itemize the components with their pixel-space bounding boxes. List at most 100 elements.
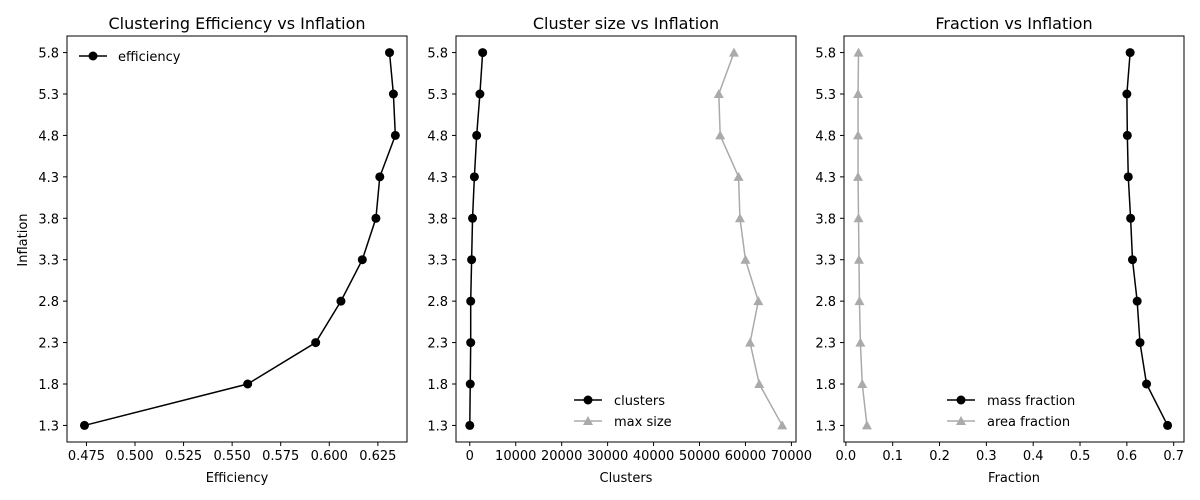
cluster-size-chart-title: Cluster size vs Inflation: [533, 14, 719, 33]
cluster-size-x-tick-label: 0: [466, 449, 474, 464]
area-fraction-series-line: [857, 52, 868, 426]
fraction-x-ticks: 0.0 0.1 0.2 0.3 0.4 0.5 0.6 0.7: [836, 442, 1184, 464]
cluster-size-y-tick-label: 3.3: [427, 254, 448, 269]
efficiency-point: [357, 255, 367, 265]
area-fraction-point: [853, 89, 864, 98]
efficiency-y-tick-label: 3.8: [38, 212, 59, 227]
fraction-y-tick-label: 4.8: [815, 129, 836, 144]
fraction-y-tick-label: 2.8: [815, 295, 836, 310]
legend-max-size-marker: [583, 416, 593, 425]
max-size-point: [715, 130, 726, 140]
clusters-point: [475, 89, 485, 99]
efficiency-y-tick-label: 5.8: [38, 47, 59, 62]
fraction-y-tick-label: 3.8: [815, 212, 836, 227]
cluster-size-x-tick-label: 70000: [771, 449, 812, 464]
clusters-point: [478, 48, 488, 58]
fraction-x-tick-label: 0.4: [1023, 449, 1044, 464]
cluster-size-panel: Cluster size vs Inflation Clusters 0 1000…: [427, 14, 812, 486]
efficiency-plot-frame: [66, 35, 408, 443]
fraction-y-tick-label: 1.8: [815, 378, 836, 393]
cluster-size-y-tick-label: 2.8: [427, 295, 448, 310]
efficiency-series-line: [84, 52, 397, 427]
efficiency-x-tick-label: 0.550: [214, 449, 251, 464]
efficiency-y-tick-label: 4.3: [38, 171, 59, 186]
area-fraction-point: [853, 130, 864, 140]
mass-fraction-series-line: [1126, 52, 1169, 426]
mass-fraction-point: [1127, 255, 1137, 265]
efficiency-x-tick-label: 0.525: [165, 449, 202, 464]
efficiency-x-tick-label: 0.575: [262, 449, 299, 464]
fraction-x-tick-label: 0.3: [976, 449, 997, 464]
max-size-series-line: [718, 52, 783, 426]
area-fraction-point: [857, 379, 868, 388]
fraction-x-tick-label: 0.1: [882, 449, 903, 464]
efficiency-y-tick-label: 1.3: [38, 419, 59, 434]
efficiency-panel: Clustering Efficiency vs Inflation Effic…: [16, 14, 408, 486]
mass-fraction-point: [1132, 296, 1142, 306]
efficiency-point: [311, 338, 321, 348]
efficiency-y-ticks: 1.3 1.8 2.3 2.8 3.3 3.8 4.3 4.8 5.3 5.8: [38, 47, 67, 434]
legend-max-size-label: max size: [614, 415, 672, 430]
cluster-size-y-tick-label: 1.3: [427, 419, 448, 434]
clusters-point: [472, 130, 482, 140]
fraction-x-tick-label: 0.6: [1117, 449, 1138, 464]
area-fraction-point: [853, 254, 864, 264]
efficiency-x-ticks: 0.475 0.500 0.525 0.550 0.575 0.600 0.625: [68, 442, 396, 464]
efficiency-x-tick-label: 0.625: [359, 449, 396, 464]
area-fraction-point: [855, 337, 866, 347]
efficiency-x-tick-label: 0.475: [68, 449, 105, 464]
efficiency-point: [79, 420, 89, 430]
efficiency-x-tick-label: 0.600: [311, 449, 348, 464]
cluster-size-y-tick-label: 4.3: [427, 171, 448, 186]
legend-mass-fraction-label: mass fraction: [987, 394, 1075, 409]
cluster-size-x-tick-label: 30000: [587, 449, 628, 464]
legend-mass-fraction-marker: [956, 395, 966, 405]
efficiency-point: [390, 130, 400, 140]
efficiency-legend: efficiency: [79, 50, 181, 65]
clusters-point: [465, 379, 475, 389]
clusters-point: [469, 172, 479, 182]
mass-fraction-point: [1135, 338, 1145, 348]
cluster-size-x-tick-label: 10000: [495, 449, 536, 464]
efficiency-y-tick-label: 4.8: [38, 129, 59, 144]
cluster-size-y-tick-label: 5.3: [427, 88, 448, 103]
area-fraction-point: [861, 420, 872, 430]
mass-fraction-point: [1163, 420, 1173, 430]
cluster-size-y-tick-label: 5.8: [427, 47, 448, 62]
efficiency-point: [375, 172, 385, 182]
mass-fraction-point: [1142, 379, 1152, 389]
cluster-size-x-tick-label: 20000: [541, 449, 582, 464]
max-size-point: [713, 89, 724, 98]
fraction-y-tick-label: 1.3: [815, 419, 836, 434]
cluster-size-y-tick-label: 4.8: [427, 129, 448, 144]
efficiency-x-axis-label: Efficiency: [206, 471, 269, 486]
cluster-size-x-tick-label: 40000: [633, 449, 674, 464]
mass-fraction-point: [1125, 48, 1135, 58]
cluster-size-y-ticks: 1.3 1.8 2.3 2.8 3.3 3.8 4.3 4.8 5.3 5.8: [427, 47, 456, 434]
area-fraction-point: [854, 296, 865, 306]
cluster-size-plot-frame: [455, 35, 797, 443]
mass-fraction-point: [1126, 213, 1136, 223]
fraction-x-tick-label: 0.2: [929, 449, 950, 464]
fraction-chart-title: Fraction vs Inflation: [935, 14, 1092, 33]
efficiency-chart-title: Clustering Efficiency vs Inflation: [108, 14, 365, 33]
fraction-series-group: [853, 47, 1173, 430]
max-size-point: [734, 213, 745, 223]
fraction-y-tick-label: 5.8: [815, 47, 836, 62]
efficiency-point: [371, 213, 381, 223]
legend-efficiency-marker: [88, 51, 98, 61]
clusters-point: [465, 420, 475, 430]
cluster-size-y-tick-label: 3.8: [427, 212, 448, 227]
fraction-x-tick-label: 0.5: [1070, 449, 1091, 464]
area-fraction-point: [853, 213, 864, 223]
cluster-size-legend: clusters max size: [574, 394, 672, 430]
efficiency-point: [336, 296, 346, 306]
cluster-size-x-axis-label: Clusters: [600, 471, 653, 486]
legend-efficiency-label: efficiency: [118, 50, 181, 65]
fraction-legend: mass fraction area fraction: [947, 394, 1075, 430]
max-size-point: [777, 420, 788, 430]
efficiency-point: [243, 379, 253, 389]
efficiency-y-tick-label: 3.3: [38, 254, 59, 269]
max-size-point: [740, 254, 751, 264]
